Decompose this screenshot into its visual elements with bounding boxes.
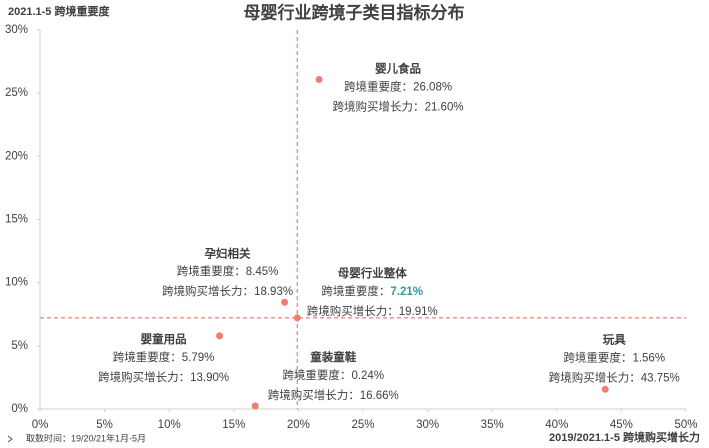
data-point bbox=[601, 385, 609, 393]
importance-label: 跨境重要度：26.08% bbox=[344, 80, 452, 94]
importance-prefix: 跨境重要度： bbox=[113, 350, 182, 364]
footnote: 取数时间：19/20/21年1月-5月 bbox=[26, 432, 146, 443]
growth-value: 19.91% bbox=[399, 306, 438, 318]
x-tick-label: 15% bbox=[222, 419, 245, 431]
importance-label: 跨境重要度：5.79% bbox=[113, 350, 215, 364]
point-name: 玩具 bbox=[603, 333, 626, 346]
point-name: 婴儿食品 bbox=[375, 62, 421, 76]
y-tick-label: 15% bbox=[5, 214, 28, 226]
data-point bbox=[315, 76, 323, 84]
importance-label: 跨境重要度：1.56% bbox=[563, 350, 665, 364]
growth-value: 13.90% bbox=[190, 372, 229, 384]
y-tick-label: 20% bbox=[5, 150, 28, 162]
x-tick-label: 45% bbox=[610, 419, 633, 431]
x-tick-label: 20% bbox=[287, 419, 310, 431]
importance-prefix: 跨境重要度： bbox=[563, 350, 632, 364]
importance-label: 跨境重要度：0.24% bbox=[282, 368, 384, 382]
growth-value: 16.66% bbox=[360, 390, 399, 402]
growth-prefix: 跨境购买增长力： bbox=[98, 370, 190, 384]
chart-title: 母婴行业跨境子类目指标分布 bbox=[244, 2, 465, 22]
point-name: 童装童鞋 bbox=[310, 350, 356, 364]
growth-label: 跨境购买增长力：21.60% bbox=[333, 100, 464, 114]
growth-label: 跨境购买增长力：19.91% bbox=[307, 304, 438, 318]
data-point bbox=[251, 402, 259, 410]
x-tick-label: 35% bbox=[481, 419, 504, 431]
x-tick-label: 10% bbox=[158, 419, 181, 431]
data-point bbox=[281, 298, 289, 306]
growth-label: 跨境购买增长力：43.75% bbox=[549, 370, 680, 384]
growth-prefix: 跨境购买增长力： bbox=[268, 388, 360, 402]
point-name: 母婴行业整体 bbox=[338, 266, 407, 280]
growth-prefix: 跨境购买增长力： bbox=[333, 100, 425, 114]
x-tick-label: 40% bbox=[545, 419, 568, 431]
growth-value: 43.75% bbox=[641, 372, 680, 384]
x-tick-label: 50% bbox=[674, 419, 697, 431]
growth-prefix: 跨境购买增长力： bbox=[307, 304, 399, 318]
importance-value: 26.08% bbox=[413, 82, 452, 94]
importance-value: 7.21% bbox=[390, 286, 423, 298]
y-tick-label: 30% bbox=[5, 24, 28, 36]
data-point bbox=[216, 332, 224, 340]
growth-label: 跨境购买增长力：13.90% bbox=[98, 370, 229, 384]
y-tick-label: 25% bbox=[5, 87, 28, 99]
x-axis-label: 2019/2021.1-5 跨境购买增长力 bbox=[549, 430, 700, 444]
growth-label: 跨境购买增长力：18.93% bbox=[162, 284, 293, 298]
y-tick-label: 0% bbox=[11, 403, 28, 415]
importance-value: 0.24% bbox=[351, 370, 384, 382]
importance-prefix: 跨境重要度： bbox=[344, 80, 413, 94]
y-tick-label: 5% bbox=[11, 340, 28, 352]
growth-value: 21.60% bbox=[425, 102, 464, 114]
importance-prefix: 跨境重要度： bbox=[321, 284, 390, 298]
importance-label: 跨境重要度：7.21% bbox=[321, 284, 423, 298]
importance-label: 跨境重要度：8.45% bbox=[177, 264, 279, 278]
growth-prefix: 跨境购买增长力： bbox=[162, 284, 254, 298]
growth-value: 18.93% bbox=[254, 286, 293, 298]
x-tick-label: 0% bbox=[32, 419, 49, 431]
x-tick-label: 5% bbox=[96, 419, 113, 431]
growth-prefix: 跨境购买增长力： bbox=[549, 370, 641, 384]
y-tick-label: 10% bbox=[5, 277, 28, 289]
importance-prefix: 跨境重要度： bbox=[177, 264, 246, 278]
x-tick-label: 25% bbox=[351, 419, 374, 431]
growth-label: 跨境购买增长力：16.66% bbox=[268, 388, 399, 402]
y-axis-label: 2021.1-5 跨境重要度 bbox=[8, 4, 110, 18]
importance-prefix: 跨境重要度： bbox=[282, 368, 351, 382]
x-tick-label: 30% bbox=[416, 419, 439, 431]
point-name: 孕妇相关 bbox=[205, 246, 251, 260]
point-name: 婴童用品 bbox=[141, 332, 187, 346]
importance-value: 5.79% bbox=[182, 352, 215, 364]
footnote-icon bbox=[7, 435, 13, 443]
data-point bbox=[293, 314, 301, 322]
importance-value: 1.56% bbox=[632, 352, 665, 364]
importance-value: 8.45% bbox=[246, 266, 279, 278]
